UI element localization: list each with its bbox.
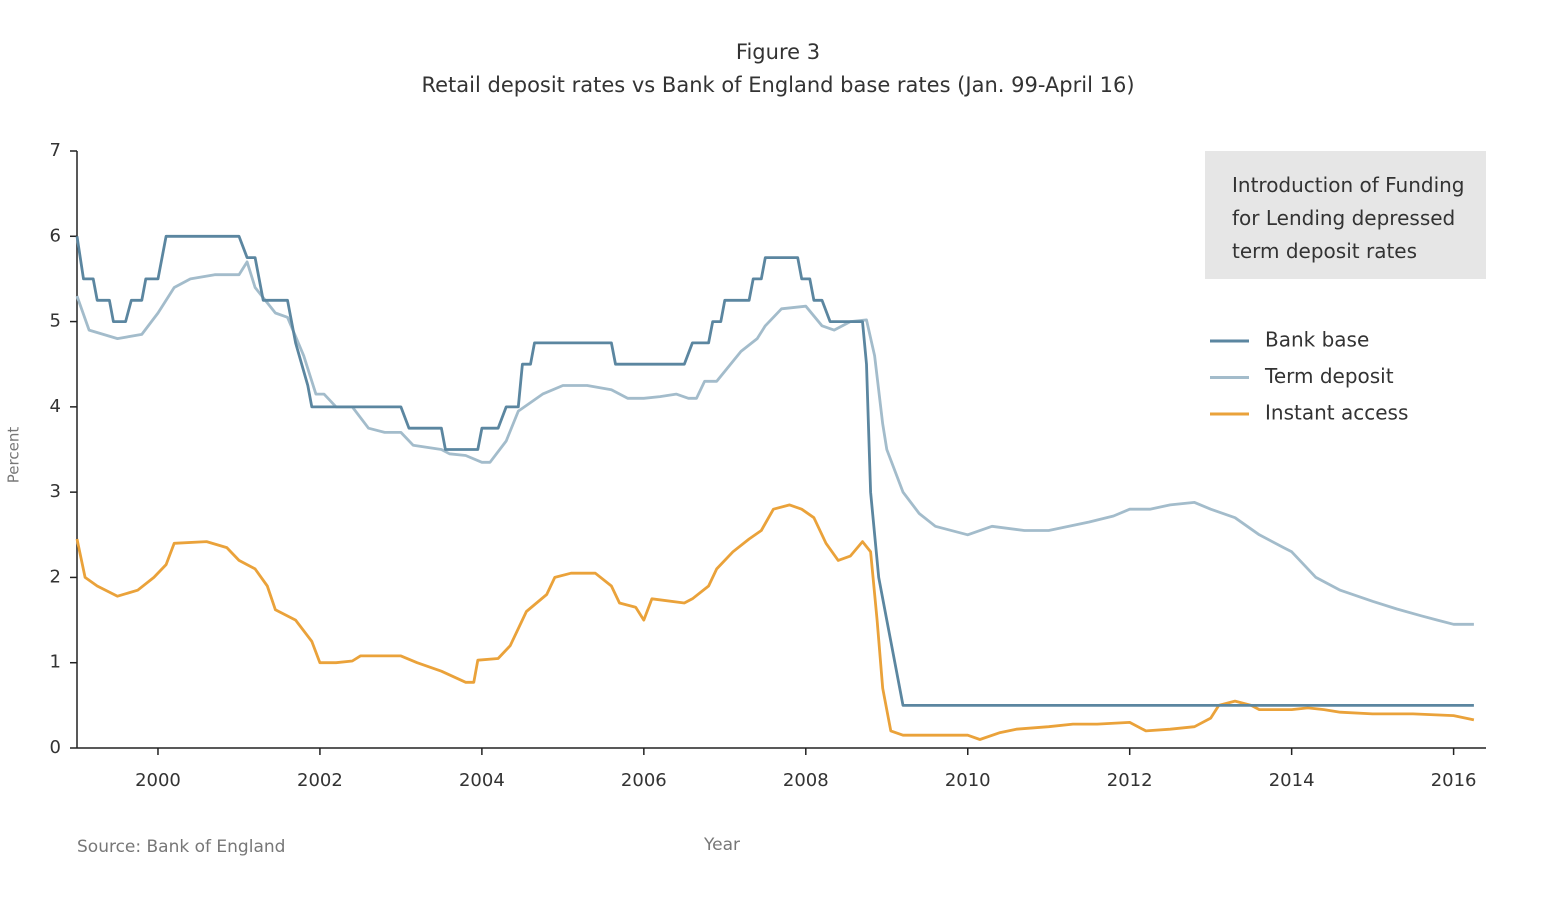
series-line [75,260,1474,626]
x-tick-label: 2006 [621,770,667,791]
x-axis-label: Year [703,835,740,855]
y-tick-label: 2 [50,566,61,587]
y-tick-label: 4 [50,396,61,417]
x-tick-label: 2012 [1107,770,1153,791]
y-tick-label: 5 [50,311,61,332]
legend-label: Term deposit [1264,364,1394,388]
x-tick-label: 2008 [783,770,829,791]
x-tick-label: 2010 [945,770,991,791]
series-line [75,234,1474,707]
y-tick-label: 1 [50,652,61,673]
y-tick-label: 7 [50,140,61,161]
x-tick-label: 2000 [135,770,181,791]
x-tick-label: 2016 [1431,770,1477,791]
y-tick-label: 6 [50,225,61,246]
y-tick-label: 0 [50,737,61,758]
chart-title: Figure 3 [736,40,820,64]
legend-label: Instant access [1265,401,1408,425]
y-axis-label: Percent [5,427,23,484]
source-note: Source: Bank of England [77,837,285,857]
chart-subtitle: Retail deposit rates vs Bank of England … [421,73,1134,97]
x-tick-label: 2014 [1269,770,1315,791]
y-tick-label: 3 [50,481,61,502]
series-line [75,503,1475,741]
legend-label: Bank base [1265,328,1369,352]
x-tick-label: 2004 [459,770,505,791]
annotation-box: Introduction of Funding for Lending depr… [1205,151,1486,279]
x-tick-label: 2002 [297,770,343,791]
